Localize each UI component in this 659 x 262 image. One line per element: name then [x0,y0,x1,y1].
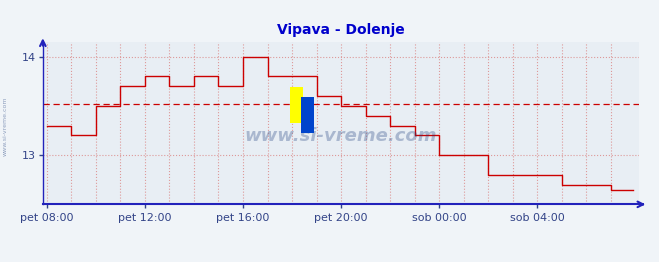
Title: Vipava - Dolenje: Vipava - Dolenje [277,23,405,37]
FancyBboxPatch shape [301,97,314,133]
Text: www.si-vreme.com: www.si-vreme.com [3,96,8,156]
Text: www.si-vreme.com: www.si-vreme.com [244,127,438,145]
FancyBboxPatch shape [291,88,303,123]
